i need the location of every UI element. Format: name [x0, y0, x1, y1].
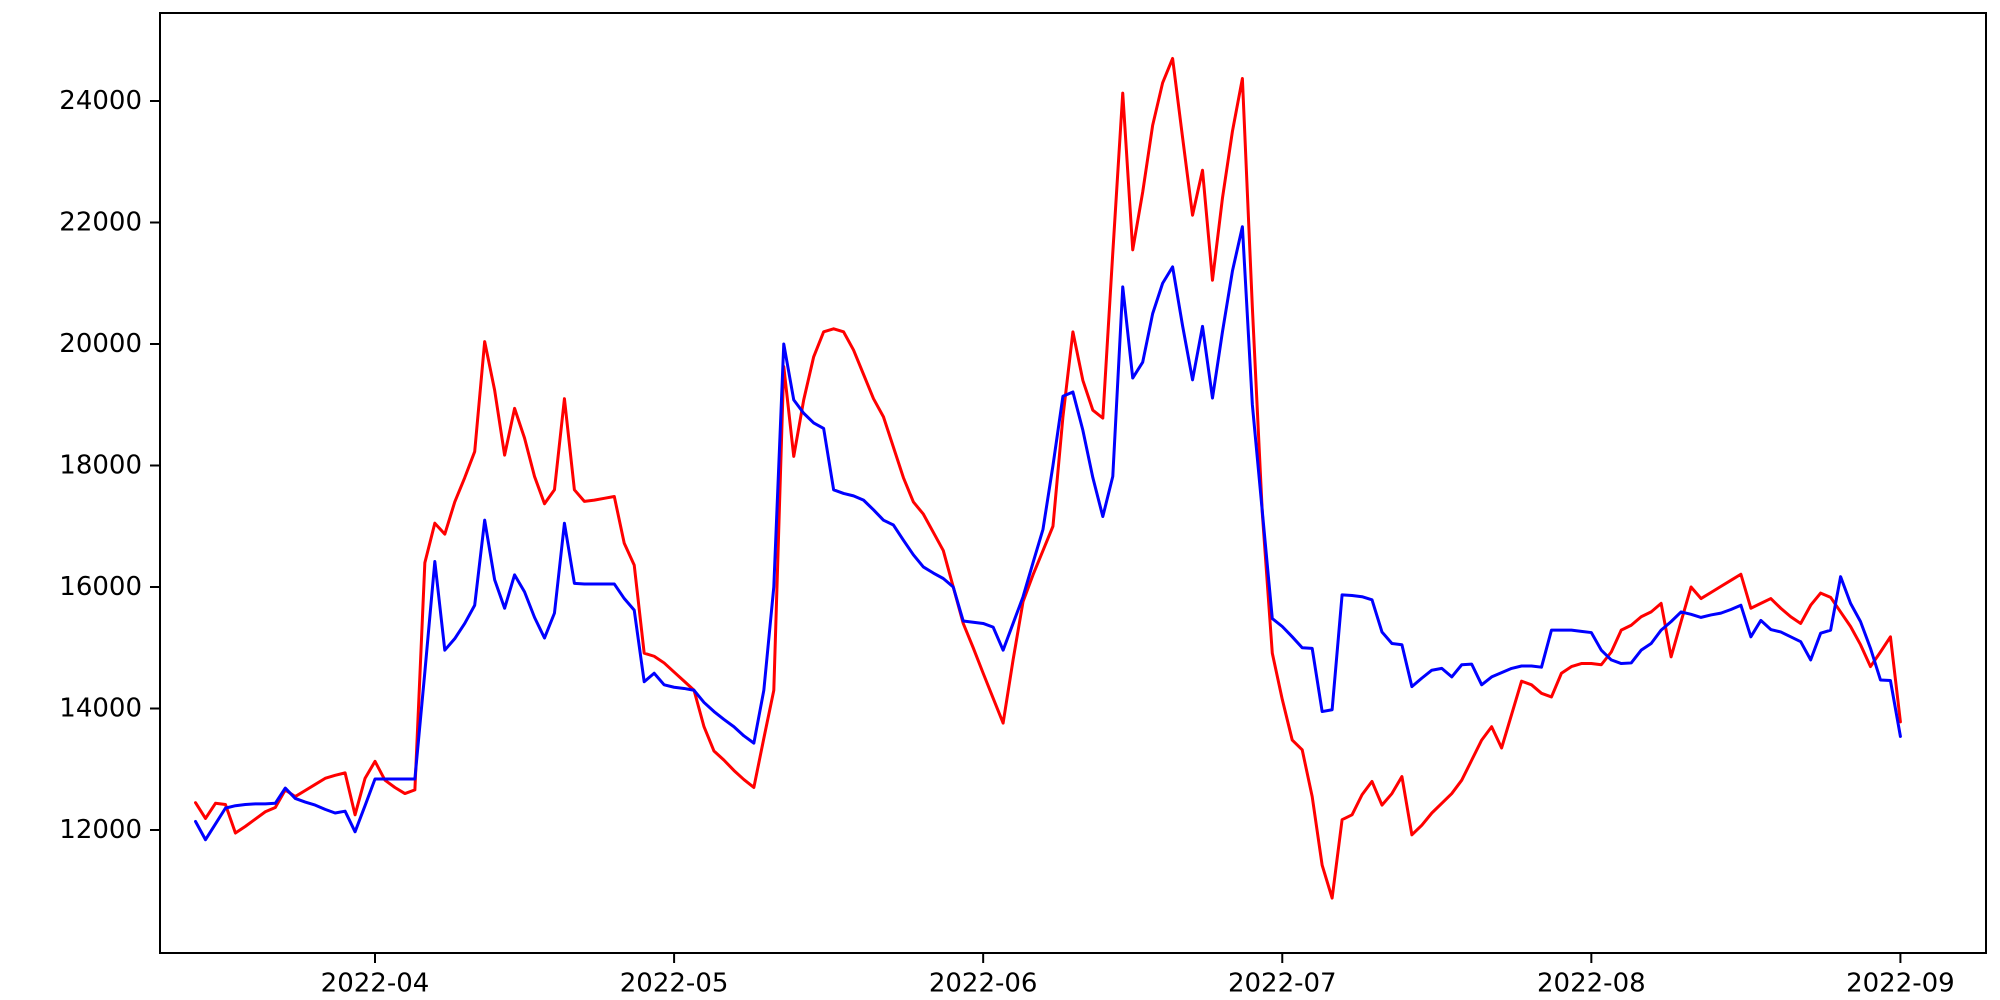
- x-tick-label: 2022-08: [1537, 968, 1646, 998]
- y-tick-label: 24000: [59, 86, 142, 116]
- y-tick-label: 20000: [59, 329, 142, 359]
- series-line-red-series: [194, 56, 1902, 900]
- y-tick-label: 14000: [59, 694, 142, 724]
- plot-border: [159, 12, 1987, 954]
- x-tick-label: 2022-05: [620, 968, 729, 998]
- x-tick-label: 2022-07: [1228, 968, 1337, 998]
- x-tick-label: 2022-06: [929, 968, 1038, 998]
- series-line-blue-series: [194, 225, 1902, 842]
- x-tick-label: 2022-04: [321, 968, 430, 998]
- y-tick-label: 12000: [59, 815, 142, 845]
- y-tick-label: 22000: [59, 208, 142, 238]
- y-tick-label: 16000: [59, 572, 142, 602]
- x-tick-label: 2022-09: [1846, 968, 1955, 998]
- y-tick-label: 18000: [59, 451, 142, 481]
